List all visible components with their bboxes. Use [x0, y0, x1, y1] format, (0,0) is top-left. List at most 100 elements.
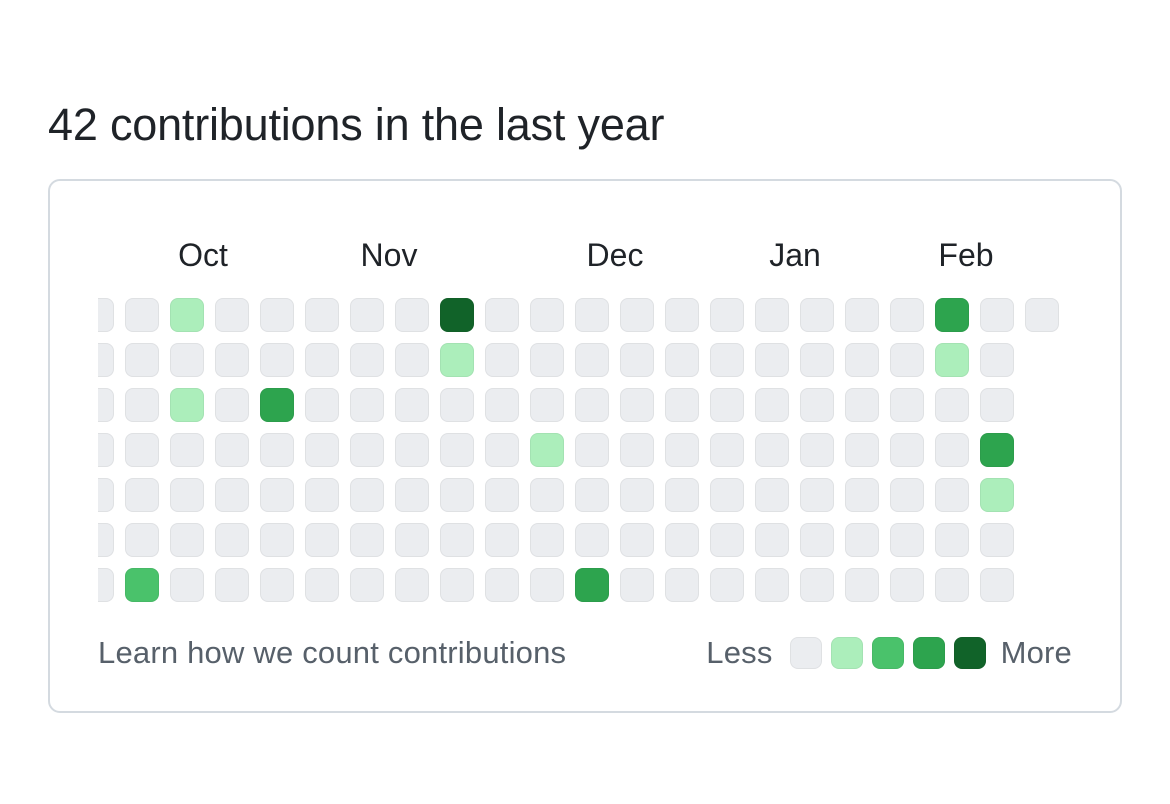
contribution-cell[interactable]	[170, 388, 204, 422]
contribution-cell[interactable]	[125, 568, 159, 602]
contribution-cell[interactable]	[935, 478, 969, 512]
contribution-cell[interactable]	[350, 478, 384, 512]
contribution-cell[interactable]	[260, 298, 294, 332]
contribution-cell[interactable]	[530, 523, 564, 557]
contribution-cell[interactable]	[215, 343, 249, 377]
contribution-cell[interactable]	[530, 568, 564, 602]
contribution-cell[interactable]	[1025, 298, 1059, 332]
contribution-cell[interactable]	[800, 523, 834, 557]
contribution-cell[interactable]	[800, 478, 834, 512]
contribution-cell[interactable]	[485, 523, 519, 557]
contribution-cell[interactable]	[98, 568, 114, 602]
contribution-cell[interactable]	[620, 568, 654, 602]
contribution-cell[interactable]	[755, 478, 789, 512]
contribution-cell[interactable]	[620, 388, 654, 422]
contribution-cell[interactable]	[845, 568, 879, 602]
contribution-cell[interactable]	[845, 523, 879, 557]
contribution-cell[interactable]	[980, 433, 1014, 467]
contribution-cell[interactable]	[755, 343, 789, 377]
contribution-cell[interactable]	[800, 298, 834, 332]
contribution-cell[interactable]	[980, 478, 1014, 512]
contribution-cell[interactable]	[125, 388, 159, 422]
contribution-cell[interactable]	[485, 388, 519, 422]
contribution-cell[interactable]	[215, 478, 249, 512]
contribution-cell[interactable]	[710, 568, 744, 602]
contribution-cell[interactable]	[845, 478, 879, 512]
contribution-cell[interactable]	[98, 388, 114, 422]
contribution-cell[interactable]	[440, 343, 474, 377]
contribution-cell[interactable]	[125, 343, 159, 377]
contribution-cell[interactable]	[215, 298, 249, 332]
contribution-cell[interactable]	[890, 433, 924, 467]
contribution-cell[interactable]	[845, 298, 879, 332]
contribution-cell[interactable]	[755, 388, 789, 422]
contribution-cell[interactable]	[935, 388, 969, 422]
contribution-cell[interactable]	[395, 433, 429, 467]
contribution-cell[interactable]	[215, 568, 249, 602]
contribution-cell[interactable]	[800, 343, 834, 377]
contribution-cell[interactable]	[530, 478, 564, 512]
contribution-cell[interactable]	[350, 568, 384, 602]
contribution-cell[interactable]	[665, 433, 699, 467]
contribution-cell[interactable]	[260, 388, 294, 422]
contribution-cell[interactable]	[440, 433, 474, 467]
contribution-cell[interactable]	[170, 343, 204, 377]
contribution-cell[interactable]	[485, 298, 519, 332]
contribution-cell[interactable]	[440, 298, 474, 332]
contribution-cell[interactable]	[755, 568, 789, 602]
contribution-cell[interactable]	[530, 298, 564, 332]
contribution-cell[interactable]	[125, 523, 159, 557]
contribution-cell[interactable]	[845, 343, 879, 377]
contribution-cell[interactable]	[980, 388, 1014, 422]
contribution-cell[interactable]	[665, 523, 699, 557]
contribution-cell[interactable]	[665, 478, 699, 512]
contribution-cell[interactable]	[935, 343, 969, 377]
contribution-cell[interactable]	[890, 523, 924, 557]
contribution-cell[interactable]	[755, 523, 789, 557]
contribution-cell[interactable]	[620, 478, 654, 512]
contribution-cell[interactable]	[665, 568, 699, 602]
contribution-cell[interactable]	[710, 478, 744, 512]
contribution-cell[interactable]	[485, 433, 519, 467]
contribution-cell[interactable]	[800, 388, 834, 422]
contribution-cell[interactable]	[575, 343, 609, 377]
contribution-cell[interactable]	[575, 523, 609, 557]
contribution-cell[interactable]	[170, 298, 204, 332]
contribution-cell[interactable]	[395, 568, 429, 602]
contribution-cell[interactable]	[395, 343, 429, 377]
contribution-cell[interactable]	[170, 568, 204, 602]
contribution-cell[interactable]	[98, 478, 114, 512]
contribution-cell[interactable]	[665, 343, 699, 377]
contribution-cell[interactable]	[98, 523, 114, 557]
contribution-cell[interactable]	[890, 568, 924, 602]
contribution-cell[interactable]	[305, 523, 339, 557]
contribution-cell[interactable]	[710, 523, 744, 557]
contribution-cell[interactable]	[395, 388, 429, 422]
contribution-cell[interactable]	[170, 523, 204, 557]
contribution-cell[interactable]	[125, 298, 159, 332]
contribution-cell[interactable]	[530, 433, 564, 467]
contribution-cell[interactable]	[800, 433, 834, 467]
contribution-cell[interactable]	[530, 388, 564, 422]
contribution-cell[interactable]	[440, 523, 474, 557]
contribution-cell[interactable]	[575, 298, 609, 332]
contribution-cell[interactable]	[485, 343, 519, 377]
contribution-cell[interactable]	[980, 343, 1014, 377]
contribution-cell[interactable]	[845, 388, 879, 422]
contribution-cell[interactable]	[98, 343, 114, 377]
contribution-cell[interactable]	[935, 433, 969, 467]
contribution-cell[interactable]	[260, 523, 294, 557]
contribution-cell[interactable]	[260, 433, 294, 467]
contribution-cell[interactable]	[890, 298, 924, 332]
contribution-cell[interactable]	[485, 478, 519, 512]
contribution-cell[interactable]	[440, 388, 474, 422]
contribution-cell[interactable]	[575, 388, 609, 422]
contribution-cell[interactable]	[260, 343, 294, 377]
contribution-cell[interactable]	[350, 388, 384, 422]
contribution-cell[interactable]	[890, 343, 924, 377]
contribution-cell[interactable]	[620, 433, 654, 467]
contribution-cell[interactable]	[800, 568, 834, 602]
contribution-cell[interactable]	[350, 523, 384, 557]
contribution-cell[interactable]	[665, 388, 699, 422]
contribution-cell[interactable]	[440, 478, 474, 512]
